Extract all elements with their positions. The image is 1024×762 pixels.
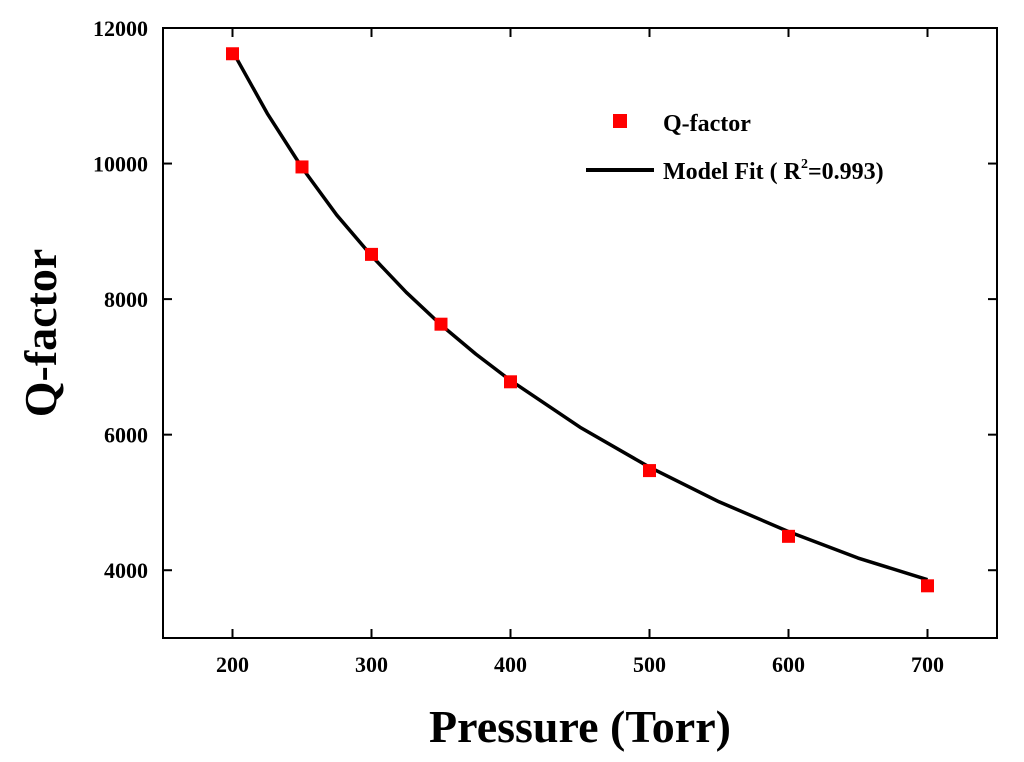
legend-label-model-fit: Model Fit ( R2=0.993) bbox=[663, 157, 884, 185]
model-fit-series bbox=[230, 50, 929, 582]
x-tick-label: 400 bbox=[494, 652, 527, 677]
legend-label-model-fit-prefix: Model Fit ( R bbox=[663, 159, 802, 185]
q-factor-point bbox=[643, 464, 656, 478]
legend-label-q-factor: Q-factor bbox=[663, 111, 751, 137]
legend-marker-q-factor bbox=[613, 114, 627, 128]
q-factor-point bbox=[434, 317, 448, 331]
x-tick-label: 200 bbox=[216, 652, 249, 677]
x-tick-label: 300 bbox=[355, 652, 388, 677]
q-factor-series bbox=[226, 47, 934, 593]
plot-frame bbox=[162, 27, 998, 639]
x-axis-title: Pressure (Torr) bbox=[429, 701, 731, 752]
q-factor-point bbox=[226, 47, 239, 61]
q-factor-point bbox=[782, 529, 795, 543]
y-tick-label: 4000 bbox=[104, 558, 148, 583]
q-factor-point bbox=[365, 247, 378, 261]
y-tick-label: 12000 bbox=[93, 16, 148, 41]
model-fit-line bbox=[230, 50, 929, 582]
legend: Q-factor Model Fit ( R2=0.993) bbox=[586, 111, 884, 185]
y-axis-title: Q-factor bbox=[15, 249, 66, 418]
x-tick-label: 700 bbox=[911, 652, 944, 677]
y-tick-label: 8000 bbox=[104, 287, 148, 312]
q-factor-point bbox=[504, 375, 517, 389]
x-tick-label: 500 bbox=[633, 652, 666, 677]
axis-ticks: 200 300 400 500 600 700 4000 6000 8000 10000 12000 bbox=[93, 16, 997, 677]
x-tick-label: 600 bbox=[772, 652, 805, 677]
q-factor-point bbox=[921, 579, 934, 593]
y-tick-label: 10000 bbox=[93, 152, 148, 177]
legend-label-model-fit-suffix: =0.993) bbox=[808, 159, 884, 185]
legend-label-model-fit-sup: 2 bbox=[801, 157, 808, 172]
q-factor-point bbox=[295, 160, 309, 174]
y-tick-label: 6000 bbox=[104, 423, 148, 448]
